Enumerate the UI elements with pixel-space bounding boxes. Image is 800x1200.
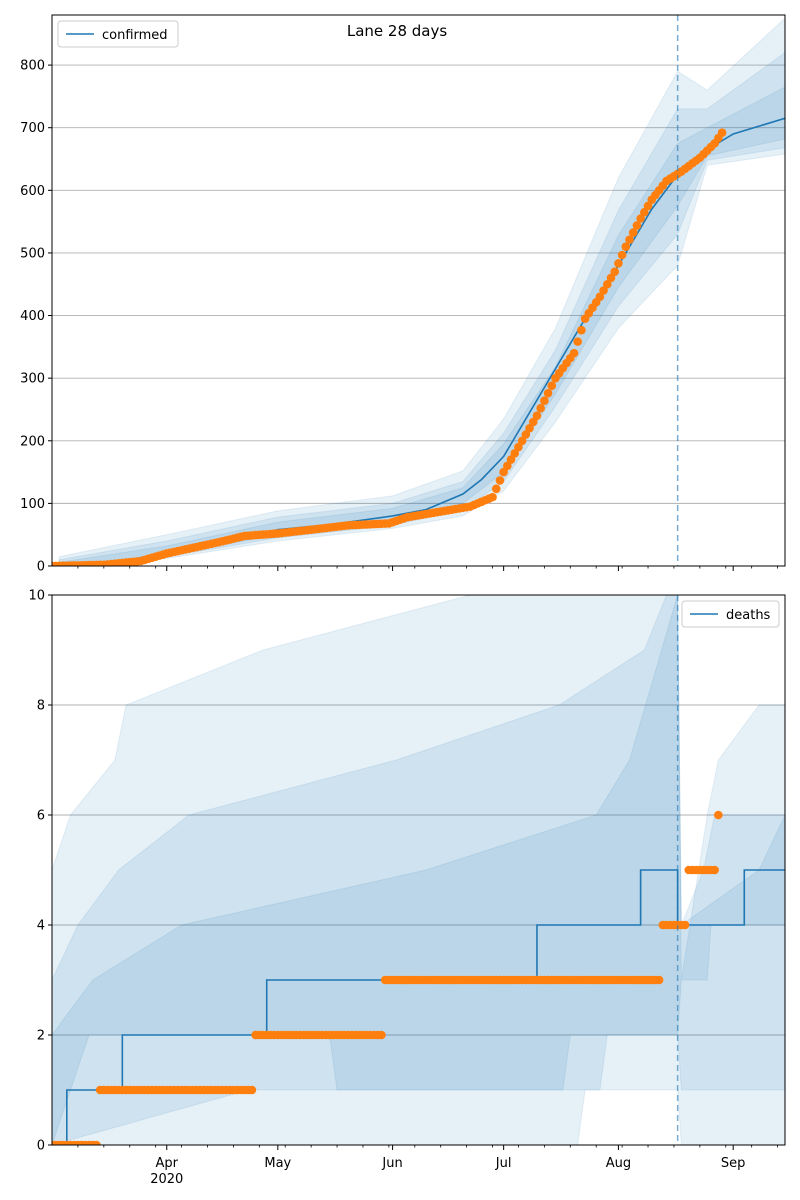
observed-point (603, 279, 612, 289)
observed-point (488, 492, 497, 502)
observed-point (625, 235, 634, 244)
observed-point (517, 436, 527, 446)
deaths-band-2 (52, 595, 785, 1145)
confirmed-band-0 (58, 17, 785, 566)
observed-point (499, 467, 508, 477)
observed-point (643, 201, 653, 211)
observed-point (617, 250, 627, 260)
observed-point (540, 396, 549, 406)
y-tick-label: 100 (20, 497, 45, 512)
x-tick-label: Jun (381, 1156, 402, 1171)
observed-point (514, 442, 523, 452)
legend-label: confirmed (102, 28, 168, 43)
observed-point (547, 381, 557, 390)
y-tick-label: 4 (37, 919, 45, 934)
observed-point (491, 484, 501, 494)
observed-point (543, 388, 553, 398)
observed-point (628, 228, 638, 237)
y-tick-label: 10 (28, 589, 45, 604)
x-tick-label: Jul (495, 1156, 512, 1171)
legend-box (57, 20, 179, 48)
deaths-band-0 (52, 595, 785, 1145)
observed-point (495, 476, 505, 485)
y-tick-label: 400 (20, 309, 45, 324)
y-tick-label: 500 (20, 246, 45, 261)
observed-point (92, 1140, 101, 1145)
observed-point (528, 417, 538, 427)
observed-point (632, 221, 642, 230)
observed-point (577, 325, 586, 335)
observed-point (510, 448, 520, 458)
y-tick-label: 600 (20, 184, 45, 199)
y-tick-label: 0 (37, 1139, 45, 1154)
legend-label: deaths (726, 608, 771, 623)
confirmed-observed-points (52, 128, 727, 566)
y-tick-label: 8 (37, 699, 45, 714)
deaths-observed-points (52, 810, 723, 1145)
observed-point (599, 286, 608, 295)
observed-point (654, 975, 664, 985)
deaths-axes-frame (51, 594, 786, 1146)
observed-point (377, 1030, 386, 1040)
confirmed-plot-area (52, 17, 785, 566)
observed-point (640, 207, 649, 217)
confirmed-band-1 (58, 51, 785, 566)
y-tick-label: 700 (20, 121, 45, 136)
deaths-plot-area (52, 595, 785, 1145)
x-tick-label: Sep (721, 1156, 746, 1171)
chart-title: Lane 28 days (347, 22, 447, 40)
observed-point (621, 242, 631, 251)
x-tick-sublabel: 2020 (150, 1172, 183, 1187)
observed-point (506, 455, 516, 464)
observed-point (573, 337, 582, 346)
confirmed-axes-frame (51, 14, 786, 567)
observed-point (714, 810, 723, 820)
observed-point (536, 403, 545, 413)
observed-point (532, 411, 542, 421)
deaths-band-1 (52, 595, 785, 1145)
observed-point (717, 128, 727, 138)
confirmed-panel: 0 100 200 300 400 500 600 700 800 confirmed (20, 14, 786, 575)
observed-point (606, 273, 616, 283)
observed-point (569, 348, 579, 358)
legend-box (681, 600, 780, 628)
observed-point (636, 214, 645, 223)
observed-point (614, 259, 623, 268)
observed-point (595, 292, 605, 302)
observed-point (525, 423, 534, 433)
y-tick-label: 800 (20, 59, 45, 74)
y-tick-label: 200 (20, 434, 45, 449)
y-tick-label: 0 (37, 560, 45, 575)
observed-point (610, 267, 620, 277)
y-tick-label: 2 (37, 1029, 45, 1044)
observed-point (680, 920, 690, 930)
observed-point (503, 461, 512, 471)
x-tick-label: Apr (156, 1156, 179, 1171)
observed-point (521, 430, 531, 439)
deaths-legend: deaths (681, 600, 780, 628)
y-tick-label: 300 (20, 372, 45, 387)
confirmed-legend: confirmed (57, 20, 179, 48)
observed-point (710, 865, 719, 875)
observed-point (247, 1085, 257, 1095)
x-tick-label: Aug (606, 1156, 631, 1171)
x-tick-label: May (264, 1156, 291, 1171)
deaths-median-line (59, 869, 785, 1145)
y-tick-label: 6 (37, 809, 45, 824)
